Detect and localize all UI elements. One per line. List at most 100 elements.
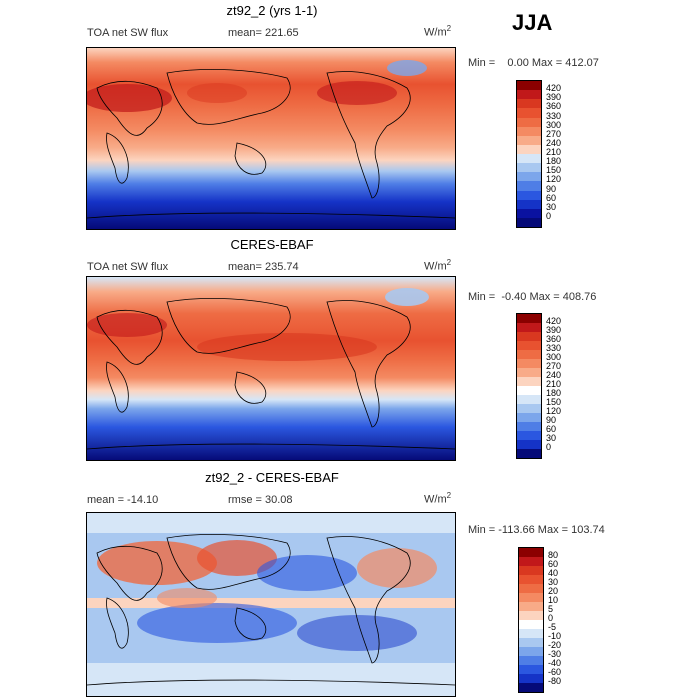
colorbar-tick-label: 0 — [546, 210, 552, 221]
colorbar-cell — [517, 332, 541, 341]
colorbar-cell — [519, 638, 543, 647]
colorbar-cell — [519, 656, 543, 665]
colorbar-cell — [519, 593, 543, 602]
colorbar-cell — [517, 90, 541, 100]
colorbar-tick-label: -80 — [548, 676, 562, 686]
colorbar-tick-label: 300 — [546, 119, 562, 130]
colorbar-cell — [519, 647, 543, 656]
colorbar-tick-label: 180 — [546, 388, 562, 398]
panel-1-units: W/m2 — [424, 24, 452, 39]
colorbar-cell — [517, 440, 541, 449]
colorbar-tick-label: 90 — [546, 415, 557, 425]
colorbar-cell — [519, 611, 543, 620]
colorbar-cell — [519, 602, 543, 611]
panel-3-mean-label: mean = -14.10 — [87, 494, 159, 506]
colorbar-cell — [517, 323, 541, 332]
panel-1-map-image — [87, 48, 455, 229]
colorbar-tick-label: 30 — [546, 433, 557, 443]
panel-2-title: CERES-EBAF — [230, 237, 314, 252]
colorbar-tick-label: 240 — [546, 137, 562, 148]
colorbar-cell — [517, 386, 541, 395]
colorbar-tick-label: -60 — [548, 667, 562, 677]
colorbar-tick-label: 390 — [546, 92, 562, 103]
colorbar-tick-label: 150 — [546, 397, 562, 407]
colorbar-tick-label: 0 — [546, 442, 552, 452]
season-label: JJA — [512, 10, 553, 35]
panel-2-variable-label: TOA net SW flux — [87, 261, 169, 273]
panel-2-colorbar-ticks: 420 390 360 330 300 270 240 210 180 150 120 90 60 30 0 — [546, 313, 586, 459]
colorbar-tick-label: 300 — [546, 352, 562, 362]
colorbar-tick-label: 330 — [546, 343, 562, 353]
colorbar-cell — [517, 314, 541, 323]
colorbar-cell — [519, 548, 543, 557]
colorbar-tick-label: 120 — [546, 174, 562, 185]
colorbar-cell — [517, 163, 541, 173]
colorbar-cell — [517, 422, 541, 431]
colorbar-cell — [517, 413, 541, 422]
colorbar-tick-label: 360 — [546, 334, 562, 344]
colorbar-cell — [517, 350, 541, 359]
colorbar-tick-label: 120 — [546, 406, 562, 416]
colorbar-cell — [517, 404, 541, 413]
colorbar-cell — [519, 620, 543, 629]
colorbar-tick-label: 420 — [546, 316, 562, 326]
colorbar-cell — [517, 208, 541, 218]
colorbar-cell — [517, 135, 541, 145]
colorbar-tick-label: -10 — [548, 631, 562, 641]
colorbar-cell — [519, 575, 543, 584]
colorbar-cell — [517, 144, 541, 154]
panel-2-mean-label: mean= 235.74 — [228, 261, 299, 273]
colorbar-cell — [517, 154, 541, 164]
colorbar-tick-label: 90 — [546, 183, 557, 194]
colorbar-cell — [517, 449, 541, 458]
colorbar-cell — [517, 377, 541, 386]
panel-3-colorbar-ticks: 80 60 40 30 20 10 5 0 -5 -10 -20 -30 -40 -60 -80 — [548, 547, 588, 693]
colorbar-cell — [519, 665, 543, 674]
colorbar-tick-label: 20 — [548, 586, 559, 596]
colorbar-tick-label: 0 — [548, 613, 554, 623]
colorbar-tick-label: 180 — [546, 156, 562, 167]
colorbar-cell — [517, 199, 541, 209]
colorbar-tick-label: -5 — [548, 622, 557, 632]
colorbar-tick-label: 60 — [548, 559, 559, 569]
panel-1-map — [86, 47, 456, 230]
colorbar-tick-label: 330 — [546, 110, 562, 121]
colorbar-cell — [519, 557, 543, 566]
colorbar-cell — [517, 341, 541, 350]
panel-1-mean-label: mean= 221.65 — [228, 27, 299, 39]
colorbar-tick-label: 5 — [548, 604, 554, 614]
colorbar-tick-label: 270 — [546, 128, 562, 139]
colorbar-cell — [517, 431, 541, 440]
colorbar-tick-label: 270 — [546, 361, 562, 371]
panel-3-minmax: Min = -113.66 Max = 103.74 — [468, 524, 605, 536]
panel-1-title: zt92_2 (yrs 1-1) — [226, 3, 318, 18]
colorbar-tick-label: 80 — [548, 550, 559, 560]
colorbar-cell — [519, 674, 543, 683]
colorbar-cell — [519, 566, 543, 575]
colorbar-cell — [519, 683, 543, 692]
panel-1-minmax: Min = 0.00 Max = 412.07 — [468, 57, 599, 69]
colorbar-cell — [517, 117, 541, 127]
colorbar-tick-label: 390 — [546, 325, 562, 335]
colorbar-tick-label: 210 — [546, 379, 562, 389]
colorbar-cell — [517, 395, 541, 404]
colorbar-cell — [519, 584, 543, 593]
panel-3-units: W/m2 — [424, 491, 452, 506]
colorbar-tick-label: 360 — [546, 101, 562, 112]
colorbar-tick-label: 60 — [546, 424, 557, 434]
colorbar-cell — [517, 81, 541, 91]
panel-1-variable-label: TOA net SW flux — [87, 27, 169, 39]
colorbar-cell — [517, 190, 541, 200]
colorbar-tick-label: -30 — [548, 649, 562, 659]
panel-2-units: W/m2 — [424, 258, 452, 273]
colorbar-cell — [517, 108, 541, 118]
panel-3-title: zt92_2 - CERES-EBAF — [205, 470, 339, 485]
panel-1-colorbar — [516, 80, 542, 228]
colorbar-tick-label: 150 — [546, 165, 562, 176]
panel-3-map-image — [87, 513, 455, 696]
colorbar-cell — [517, 126, 541, 136]
colorbar-cell — [517, 368, 541, 377]
colorbar-tick-label: 10 — [548, 595, 559, 605]
colorbar-tick-label: 30 — [546, 201, 557, 212]
panel-2-map — [86, 276, 456, 461]
